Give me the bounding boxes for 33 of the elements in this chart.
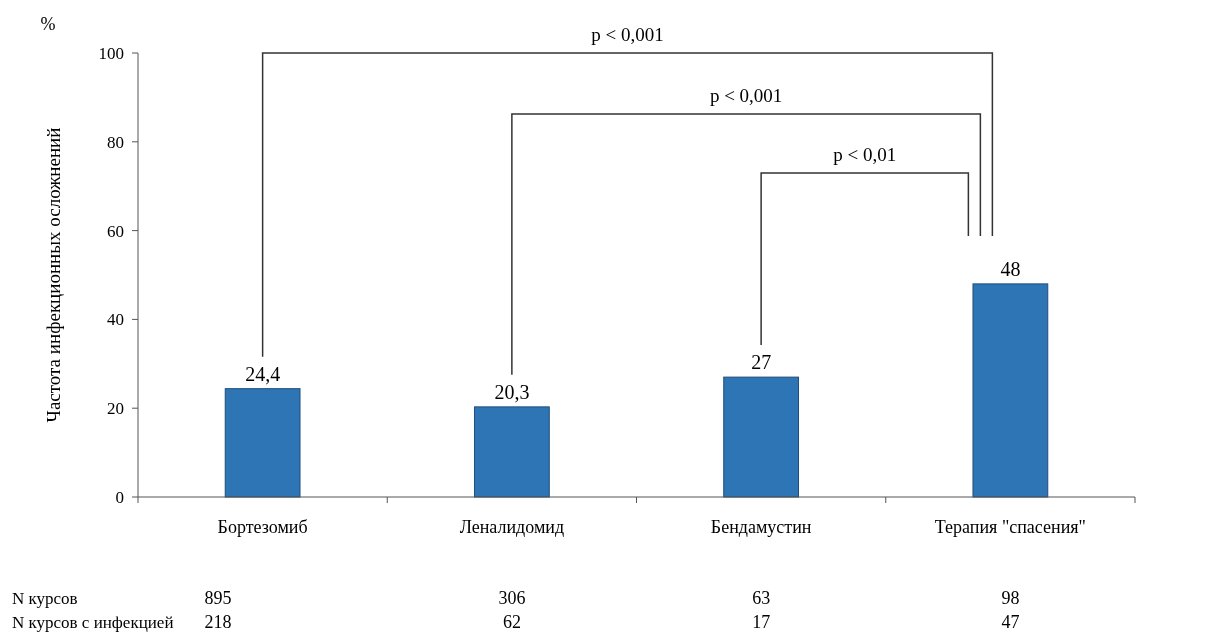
text: 63 — [752, 588, 771, 608]
x-tick-label: Терапия "спасения" — [934, 517, 1086, 537]
y-tick-label: 40 — [107, 310, 124, 330]
text: 62 — [502, 612, 521, 632]
text: % — [40, 14, 56, 34]
x-tick-label: Бортезомиб — [217, 517, 308, 537]
bar — [723, 376, 800, 498]
text: 895 — [204, 588, 232, 608]
bar — [473, 406, 550, 498]
bar — [972, 283, 1049, 498]
y-tick-label: 80 — [107, 132, 124, 152]
text: 218 — [204, 612, 232, 632]
bar — [224, 388, 301, 498]
y-tick-label: 0 — [115, 487, 124, 507]
text: N курсов — [12, 589, 78, 608]
y-axis-title: Частота инфекционных осложнений — [43, 127, 64, 423]
data-label: 20,3 — [494, 380, 530, 403]
y-tick-label: 60 — [107, 221, 124, 241]
annotation: p < 0,01 — [833, 144, 897, 165]
text: 47 — [1001, 612, 1020, 632]
text: 306 — [498, 588, 526, 608]
data-label: 27 — [751, 351, 772, 374]
text: N курсов с инфекцией — [12, 613, 174, 632]
y-tick-label: 100 — [98, 43, 124, 63]
text: p < 0,001 — [591, 24, 664, 45]
x-tick-label: Бендамустин — [710, 517, 812, 537]
data-label: 48 — [1000, 257, 1021, 280]
text: 98 — [1001, 588, 1020, 608]
data-label: 24,4 — [245, 362, 281, 385]
y-tick-label: 20 — [107, 399, 124, 419]
text: 17 — [752, 612, 771, 632]
annotation: p < 0,001 — [709, 85, 783, 106]
x-tick-label: Леналидомид — [459, 517, 565, 537]
